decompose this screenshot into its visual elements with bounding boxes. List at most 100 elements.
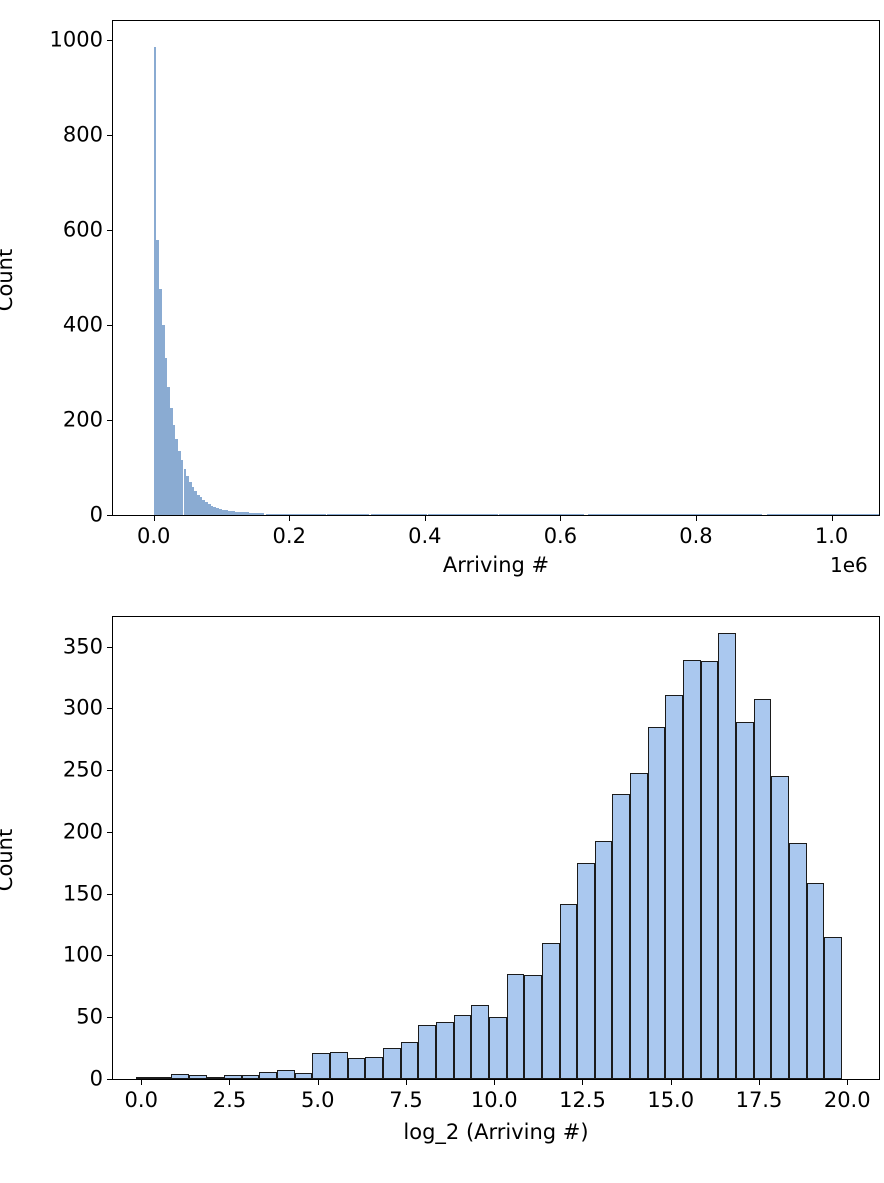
- y-axis-tick-mark: [107, 135, 113, 136]
- histogram-bar: [253, 513, 264, 515]
- x-axis-tick-label: 7.5: [389, 1088, 423, 1112]
- histogram-bar: [259, 1071, 278, 1079]
- histogram-bar: [718, 633, 737, 1079]
- y-axis-tick-mark: [107, 770, 113, 772]
- histogram-bar: [697, 513, 763, 515]
- x-axis-tick-label: 15.0: [647, 1088, 695, 1112]
- histogram-bar: [418, 1024, 436, 1079]
- y-axis-tick-mark: [107, 420, 113, 421]
- histogram-bar: [188, 481, 192, 515]
- x-axis-tick-label: 1.0: [814, 524, 849, 548]
- histogram-bar: [736, 722, 754, 1079]
- y-axis-tick-mark: [107, 1079, 113, 1080]
- histogram-bar: [559, 903, 578, 1079]
- y-axis-tick-mark: [107, 646, 113, 648]
- top-x-axis-offset-text: 1e6: [830, 553, 868, 577]
- histogram-bar: [771, 776, 789, 1079]
- histogram-bar: [683, 660, 701, 1079]
- histogram-bar: [396, 513, 427, 515]
- histogram-bar: [824, 936, 842, 1079]
- histogram-bar: [435, 1022, 454, 1079]
- y-axis-tick-mark: [107, 831, 113, 833]
- x-axis-tick-mark: [405, 1079, 407, 1085]
- x-axis-tick-mark: [670, 1079, 672, 1085]
- histogram-bar: [171, 1074, 189, 1079]
- x-axis-tick-mark: [289, 515, 291, 521]
- y-axis-tick-label: 1000: [49, 27, 103, 52]
- histogram-bar: [767, 513, 829, 515]
- histogram-bar: [460, 513, 498, 515]
- histogram-bar: [248, 512, 256, 515]
- histogram-bar: [188, 1075, 207, 1079]
- y-axis-tick-label: 250: [62, 757, 103, 782]
- histogram-bar: [307, 513, 326, 515]
- histogram-bar: [241, 1075, 260, 1079]
- histogram-bar: [199, 497, 203, 515]
- x-axis-tick-mark: [317, 1079, 319, 1085]
- histogram-bar: [175, 439, 179, 515]
- y-axis-tick-label: 100: [62, 942, 103, 967]
- histogram-bar: [753, 698, 772, 1079]
- histogram-bar: [428, 513, 463, 515]
- x-axis-tick-label: 17.5: [735, 1088, 783, 1112]
- x-axis-tick-label: 5.0: [301, 1088, 335, 1112]
- histogram-bar: [640, 513, 698, 515]
- histogram-bar: [178, 450, 181, 515]
- x-axis-tick-mark: [229, 1079, 231, 1085]
- y-axis-tick-label: 300: [62, 695, 103, 720]
- x-axis-tick-label: 0.6: [543, 524, 578, 548]
- histogram-bar: [218, 509, 222, 515]
- histogram-bar: [330, 1051, 348, 1079]
- y-axis-tick-mark: [107, 515, 113, 516]
- y-axis-tick-label: 600: [62, 217, 103, 242]
- x-axis-tick-mark: [424, 515, 426, 521]
- histogram-bar: [541, 943, 560, 1079]
- histogram-bar: [345, 513, 369, 515]
- histogram-bar: [207, 504, 211, 515]
- histogram-bar: [228, 511, 235, 515]
- x-axis-tick-label: 0.0: [124, 1088, 158, 1112]
- histogram-bar: [594, 840, 613, 1079]
- histogram-bar: [186, 476, 189, 515]
- x-axis-tick-label: 0.2: [272, 524, 306, 548]
- histogram-bar: [788, 843, 807, 1079]
- histogram-bar: [453, 1014, 472, 1079]
- histogram-bar: [167, 386, 170, 515]
- x-axis-tick-mark: [153, 515, 155, 521]
- histogram-bar: [205, 502, 208, 515]
- top-x-axis-title: Arriving #: [442, 553, 550, 577]
- histogram-bar: [164, 358, 168, 515]
- x-axis-tick-label: 20.0: [823, 1088, 871, 1112]
- histogram-bar: [326, 513, 347, 515]
- histogram-bar: [277, 1070, 295, 1079]
- histogram-bar: [169, 408, 173, 515]
- histogram-bar: [235, 511, 242, 515]
- histogram-bar: [156, 239, 160, 515]
- histogram-bar: [383, 1048, 401, 1079]
- y-axis-tick-label: 0: [89, 502, 103, 527]
- histogram-bar: [221, 510, 228, 515]
- histogram-bar: [161, 325, 165, 515]
- histogram-bar: [241, 512, 249, 515]
- histogram-bar: [213, 507, 217, 515]
- y-axis-tick-label: 400: [62, 312, 103, 337]
- histogram-bar: [400, 1041, 419, 1079]
- histogram-bar: [197, 494, 200, 515]
- histogram-bar: [577, 862, 595, 1079]
- histogram-bar: [370, 513, 398, 515]
- histogram-bar: [153, 1077, 172, 1079]
- bottom-histogram-axes: 0 50 100 150 200 250 300 350 0.0 2.5 5.0 7.5 10.0 12…: [63, 616, 880, 1111]
- histogram-bar: [153, 47, 157, 515]
- x-axis-tick-mark: [831, 515, 833, 521]
- histogram-bar: [587, 513, 642, 515]
- histogram-bar: [183, 469, 187, 515]
- x-axis-tick-mark: [582, 1079, 584, 1085]
- histogram-bar: [291, 513, 308, 515]
- x-axis-tick-label: 12.5: [559, 1088, 606, 1112]
- histogram-bar: [347, 1058, 366, 1079]
- histogram-bar: [294, 1072, 313, 1079]
- y-axis-tick-mark: [107, 955, 113, 957]
- histogram-bar: [206, 1076, 225, 1079]
- histogram-bar: [312, 1053, 331, 1079]
